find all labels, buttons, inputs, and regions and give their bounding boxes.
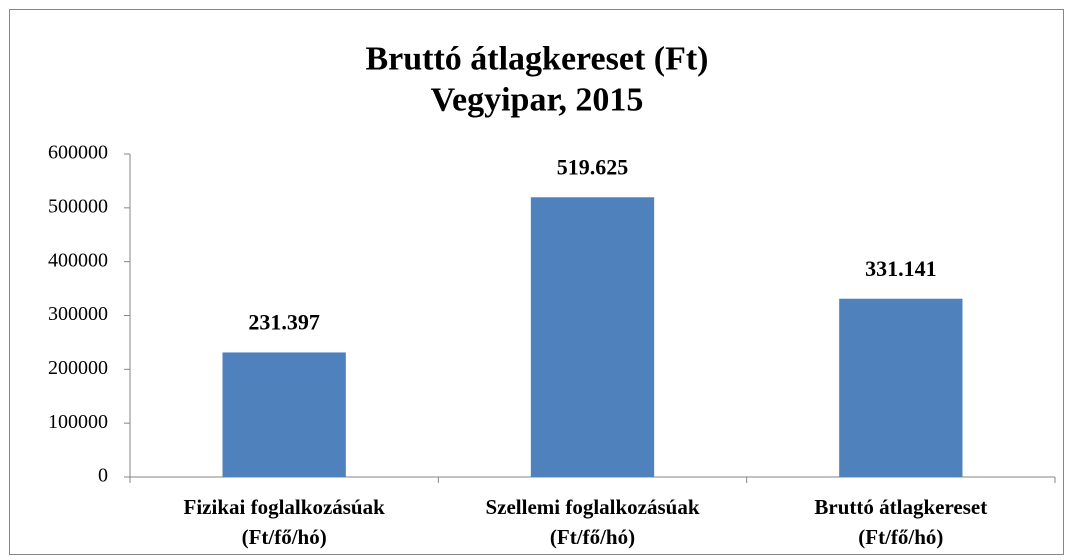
y-tick-label: 100000 xyxy=(48,411,108,433)
y-tick-label: 400000 xyxy=(48,249,108,271)
data-label: 519.625 xyxy=(557,154,629,179)
chart-title: Bruttó átlagkereset (Ft) Vegyipar, 2015 xyxy=(365,40,708,118)
y-tick-label: 200000 xyxy=(48,357,108,379)
y-tick-label: 500000 xyxy=(48,195,108,217)
bar xyxy=(222,352,346,477)
bar xyxy=(839,298,963,477)
x-tick-label: Fizikai foglalkozásúak (Ft/fő/hó) xyxy=(184,495,386,549)
bar xyxy=(530,197,655,477)
data-label: 231.397 xyxy=(248,309,320,334)
y-tick-label: 600000 xyxy=(48,142,108,164)
data-label: 331.141 xyxy=(865,256,937,281)
y-tick-label: 300000 xyxy=(48,303,108,325)
x-tick-label: Szellemi foglalkozásúak (Ft/fő/hó) xyxy=(485,495,699,549)
y-tick-label: 0 xyxy=(98,465,108,487)
x-tick-label: Bruttó átlagkereset (Ft/fő/hó) xyxy=(814,495,987,549)
